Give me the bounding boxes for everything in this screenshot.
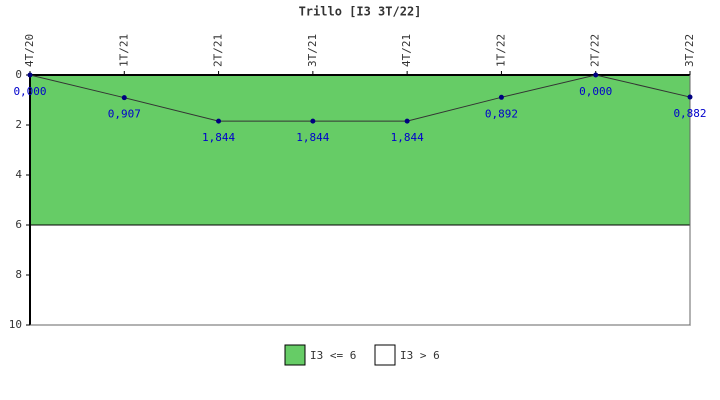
- value-label: 1,844: [391, 131, 424, 144]
- value-label: 0,892: [485, 107, 518, 120]
- y-tick-label: 2: [15, 118, 22, 131]
- legend-swatch: [374, 344, 396, 366]
- band: [29, 224, 691, 326]
- x-tick-label: 4T/20: [23, 34, 36, 67]
- x-tick-label: 3T/22: [683, 34, 696, 67]
- point: [687, 94, 693, 100]
- legend-swatch: [284, 344, 306, 366]
- line: [29, 74, 691, 122]
- value-label: 1,844: [296, 131, 329, 144]
- point: [216, 118, 222, 124]
- x-tick-label: 1T/21: [117, 34, 130, 67]
- y-tick-label: 6: [15, 218, 22, 231]
- value-label: 0,907: [108, 108, 141, 121]
- x-tick-label: 2T/22: [589, 34, 602, 67]
- y-tick-label: 8: [15, 268, 22, 281]
- x-tick-label: 2T/21: [212, 34, 225, 67]
- point: [404, 118, 410, 124]
- y-tick-label: 0: [15, 68, 22, 81]
- y-tick-label: 4: [15, 168, 22, 181]
- point: [310, 118, 316, 124]
- point: [27, 72, 33, 78]
- chart-title: Trillo [I3 3T/22]: [299, 5, 422, 19]
- value-label: 0,882: [673, 107, 706, 120]
- point: [593, 72, 599, 78]
- y-tick-label: 10: [9, 318, 22, 331]
- legend-label: I3 > 6: [400, 349, 440, 362]
- value-label: 0,000: [13, 85, 46, 98]
- x-tick-label: 3T/21: [306, 34, 319, 67]
- x-tick-label: 1T/22: [494, 34, 507, 67]
- value-label: 1,844: [202, 131, 235, 144]
- point: [498, 94, 504, 100]
- legend-label: I3 <= 6: [310, 349, 356, 362]
- x-tick-label: 4T/21: [400, 34, 413, 67]
- band: [29, 74, 691, 226]
- value-label: 0,000: [579, 85, 612, 98]
- point: [121, 95, 127, 101]
